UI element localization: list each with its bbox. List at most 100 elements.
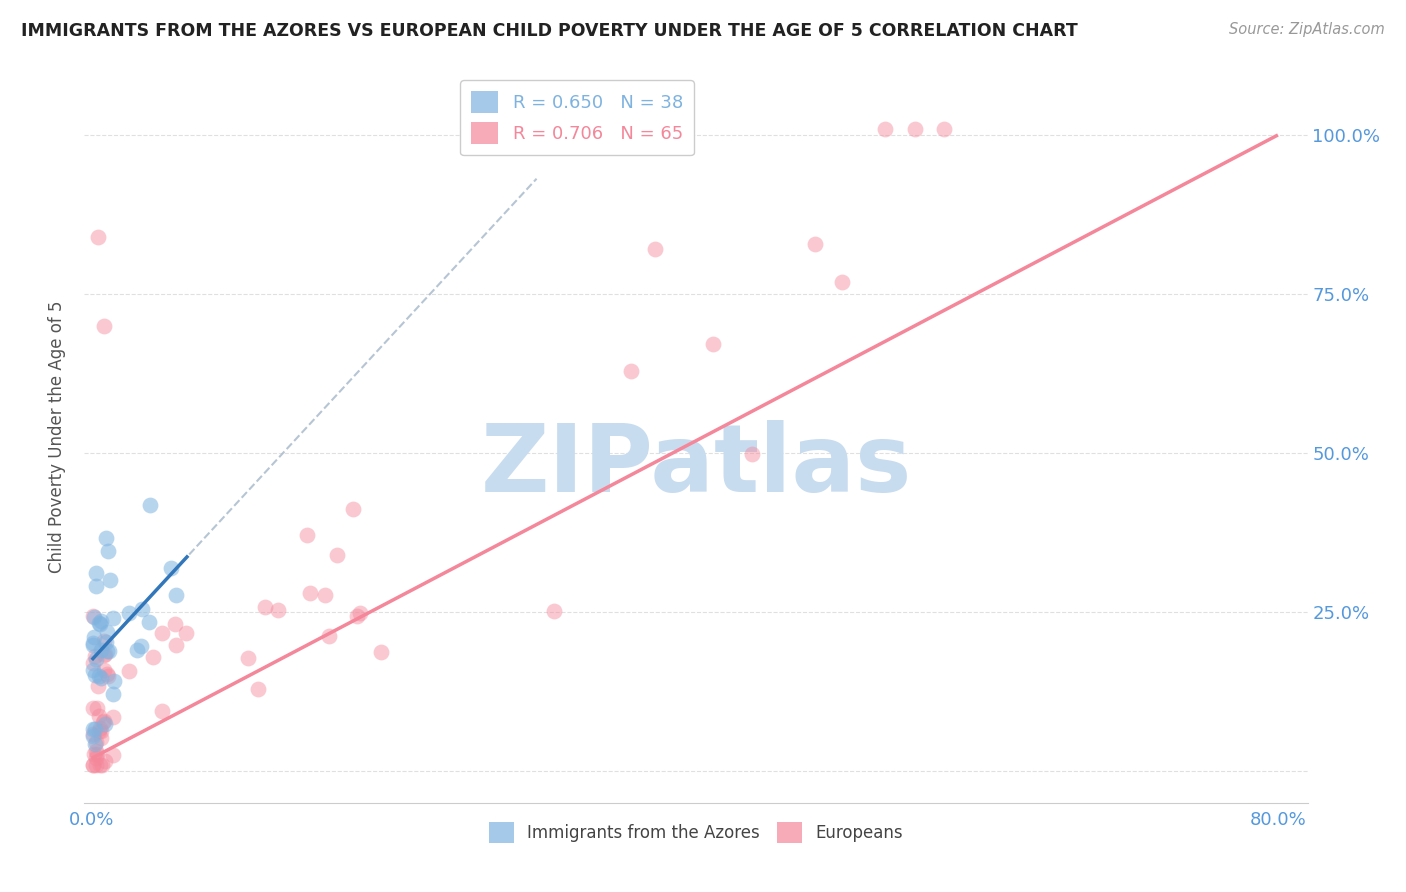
Point xyxy=(89,721,111,735)
Point xyxy=(93,633,115,648)
Point xyxy=(84,566,107,580)
Point xyxy=(101,687,124,701)
Point xyxy=(84,737,107,751)
Point xyxy=(101,747,124,762)
Point xyxy=(96,666,118,681)
Point xyxy=(82,701,104,715)
Point xyxy=(295,527,318,541)
Point xyxy=(86,679,108,693)
Point xyxy=(644,243,666,257)
Point xyxy=(620,364,643,378)
Point xyxy=(236,651,259,665)
Text: Source: ZipAtlas.com: Source: ZipAtlas.com xyxy=(1229,22,1385,37)
Text: IMMIGRANTS FROM THE AZORES VS EUROPEAN CHILD POVERTY UNDER THE AGE OF 5 CORRELAT: IMMIGRANTS FROM THE AZORES VS EUROPEAN C… xyxy=(21,22,1078,40)
Point xyxy=(127,643,149,657)
Point xyxy=(94,531,117,545)
Point xyxy=(90,724,112,739)
Point xyxy=(97,544,120,558)
Point xyxy=(83,630,105,644)
Point xyxy=(129,639,152,653)
Point xyxy=(96,624,118,639)
Point xyxy=(86,757,108,772)
Point xyxy=(118,664,141,678)
Point xyxy=(326,548,349,562)
Y-axis label: Child Poverty Under the Age of 5: Child Poverty Under the Age of 5 xyxy=(48,301,66,574)
Point xyxy=(349,606,371,620)
Legend: Immigrants from the Azores, Europeans: Immigrants from the Azores, Europeans xyxy=(482,815,910,849)
Point xyxy=(96,644,118,658)
Point xyxy=(90,643,112,657)
Point xyxy=(873,121,896,136)
Point xyxy=(94,717,117,731)
Point xyxy=(82,727,104,741)
Point xyxy=(96,635,118,649)
Point xyxy=(82,729,104,743)
Point xyxy=(89,757,111,772)
Point xyxy=(87,615,110,630)
Point xyxy=(86,701,108,715)
Point xyxy=(90,614,112,628)
Point xyxy=(87,724,110,739)
Point xyxy=(831,275,853,289)
Point xyxy=(804,237,827,252)
Point xyxy=(82,757,104,772)
Point xyxy=(93,318,115,333)
Point xyxy=(82,609,104,624)
Point xyxy=(82,635,104,649)
Point xyxy=(86,751,108,765)
Point xyxy=(131,602,153,616)
Point xyxy=(103,673,125,688)
Point xyxy=(103,610,125,624)
Point xyxy=(165,638,187,652)
Point xyxy=(299,586,322,600)
Point xyxy=(90,731,112,746)
Point xyxy=(86,229,108,244)
Point xyxy=(93,754,115,768)
Point xyxy=(87,709,110,723)
Point xyxy=(82,657,104,671)
Point xyxy=(82,663,104,677)
Point xyxy=(543,604,565,618)
Point xyxy=(139,499,162,513)
Point xyxy=(90,671,112,685)
Point xyxy=(83,747,105,762)
Point xyxy=(142,649,165,664)
Point xyxy=(254,599,277,614)
Point xyxy=(94,647,117,661)
Point xyxy=(318,629,340,643)
Point xyxy=(246,681,269,696)
Point xyxy=(82,757,104,772)
Point xyxy=(86,747,108,761)
Point xyxy=(89,616,111,631)
Point xyxy=(702,337,724,351)
Point xyxy=(83,722,105,736)
Point xyxy=(165,588,187,602)
Point xyxy=(98,573,121,587)
Point xyxy=(84,735,107,749)
Point xyxy=(97,644,120,658)
Point xyxy=(84,668,107,682)
Point xyxy=(84,649,107,664)
Point xyxy=(160,561,183,575)
Point xyxy=(138,615,160,629)
Point xyxy=(118,606,141,620)
Point xyxy=(163,617,186,632)
Point xyxy=(150,704,173,718)
Point xyxy=(346,608,368,623)
Point xyxy=(93,714,115,728)
Point xyxy=(93,648,115,662)
Point xyxy=(93,663,115,677)
Point xyxy=(89,669,111,683)
Point xyxy=(101,710,124,724)
Point xyxy=(82,722,104,736)
Point xyxy=(176,626,198,640)
Point xyxy=(86,578,108,592)
Point xyxy=(934,121,956,136)
Point xyxy=(150,625,173,640)
Point xyxy=(267,602,290,616)
Point xyxy=(904,121,927,136)
Point xyxy=(82,638,104,652)
Point xyxy=(83,609,105,624)
Point xyxy=(342,502,364,516)
Point xyxy=(91,757,114,772)
